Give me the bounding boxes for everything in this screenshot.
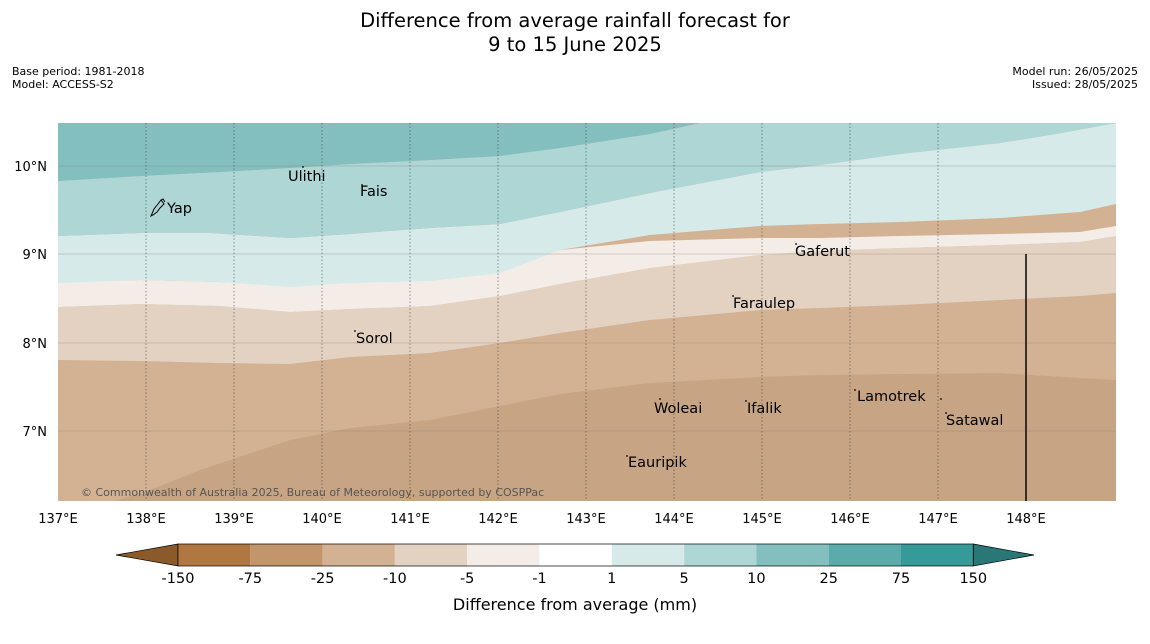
lat-tick-9n: 9°N: [23, 248, 48, 263]
colorbar-segment: [901, 544, 974, 566]
title-line-2: 9 to 15 June 2025: [488, 33, 662, 56]
colorbar-segment: [684, 544, 757, 566]
base-period-text: Base period: 1981-2018: [12, 65, 145, 78]
colorbar-segment: [539, 544, 612, 566]
copyright-notice: © Commonwealth of Australia 2025, Bureau…: [81, 486, 544, 499]
model-run-info: Model run: 26/05/2025 Issued: 28/05/2025: [1012, 65, 1138, 91]
lon-tick-147e: 147°E: [918, 512, 958, 527]
colorbar-segment: [394, 544, 468, 566]
latitude-tick-labels: 10°N 9°N 8°N 7°N: [14, 160, 47, 440]
colorbar: -150 -75 -25 -10 -5 -1 1 5 10 25 75 150: [115, 543, 1035, 587]
colorbar-tick-label: 75: [892, 571, 910, 587]
lon-tick-143e: 143°E: [566, 512, 606, 527]
map-title: Difference from average rainfall forecas…: [0, 9, 1150, 57]
place-labels: Ulithi Fais Yap Gaferut Faraulep Sorol L…: [166, 169, 1003, 471]
place-label-faraulep: Faraulep: [733, 296, 795, 312]
place-label-gaferut: Gaferut: [795, 244, 850, 260]
colorbar-tick-label: 1: [607, 571, 616, 587]
colorbar-tick-label: -75: [238, 571, 262, 587]
colorbar-extension-low: [115, 543, 179, 567]
colorbar-segment: [611, 544, 685, 566]
issued-text: Issued: 28/05/2025: [1031, 78, 1138, 91]
lon-tick-138e: 138°E: [126, 512, 166, 527]
colorbar-frame: [177, 543, 974, 567]
place-label-sorol: Sorol: [356, 331, 393, 347]
model-text: Model: ACCESS-S2: [12, 78, 114, 91]
colorbar-segment: [467, 544, 540, 566]
lon-tick-148e: 148°E: [1006, 512, 1046, 527]
lon-tick-144e: 144°E: [654, 512, 694, 527]
longitude-tick-labels: 137°E 138°E 139°E 140°E 141°E 142°E 143°…: [38, 512, 1046, 527]
place-label-woleai: Woleai: [654, 401, 702, 417]
place-label-fais: Fais: [360, 184, 387, 200]
lat-tick-10n: 10°N: [14, 160, 47, 175]
place-label-eauripik: Eauripik: [628, 455, 687, 471]
band-minus1-minus5: [58, 226, 1116, 312]
place-label-ulithi: Ulithi: [288, 169, 326, 185]
colorbar-tick-label: 10: [747, 571, 765, 587]
colorbar-tick-label: -25: [311, 571, 335, 587]
colorbar-tick-label: 25: [819, 571, 837, 587]
place-label-lamotrek: Lamotrek: [857, 389, 926, 405]
lat-tick-8n: 8°N: [23, 337, 48, 352]
colorbar-tick-label: 150: [959, 571, 987, 587]
lon-tick-146e: 146°E: [830, 512, 870, 527]
place-markers: [302, 166, 947, 457]
colorbar-segment: [756, 544, 829, 566]
band-5-10: [58, 123, 1116, 238]
lon-tick-145e: 145°E: [742, 512, 782, 527]
band-minus25-minus75: [58, 373, 1116, 501]
title-line-1: Difference from average rainfall forecas…: [360, 9, 790, 32]
colorbar-segment: [322, 544, 395, 566]
lon-tick-139e: 139°E: [214, 512, 254, 527]
place-label-yap: Yap: [166, 201, 192, 217]
lon-tick-141e: 141°E: [390, 512, 430, 527]
colorbar-label: Difference from average (mm): [453, 595, 697, 614]
colorbar-tick-label: 5: [679, 571, 688, 587]
colorbar-segment: [250, 544, 323, 566]
rainfall-contours: [58, 123, 1116, 501]
yap-island-icon: [150, 198, 166, 218]
lon-tick-142e: 142°E: [478, 512, 518, 527]
longitude-gridlines: [145, 123, 939, 501]
colorbar-extension-high: [972, 543, 1035, 567]
band-10-25: [58, 123, 700, 181]
lat-tick-7n: 7°N: [23, 425, 48, 440]
colorbar-tick-label: -10: [383, 571, 407, 587]
colorbar-segment: [828, 544, 901, 566]
place-label-satawal: Satawal: [946, 413, 1003, 429]
base-period-info: Base period: 1981-2018 Model: ACCESS-S2: [12, 65, 144, 91]
lon-tick-140e: 140°E: [302, 512, 342, 527]
lon-tick-137e: 137°E: [38, 512, 78, 527]
colorbar-tick-label: -1: [532, 571, 546, 587]
band-minus5-minus10: [58, 236, 1116, 364]
colorbar-tick-label: -150: [162, 571, 195, 587]
model-run-text: Model run: 26/05/2025: [1012, 65, 1138, 78]
place-label-ifalik: Ifalik: [747, 401, 782, 417]
colorbar-segment: [178, 544, 251, 566]
colorbar-tick-label: -5: [460, 571, 474, 587]
band-1-5: [58, 123, 1116, 287]
